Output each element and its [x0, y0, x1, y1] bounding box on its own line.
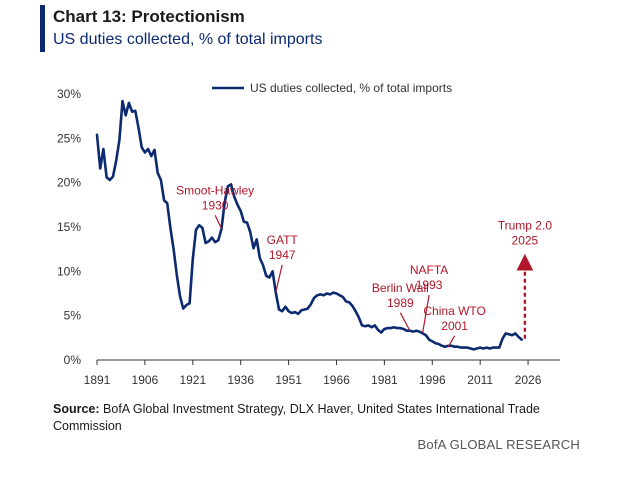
- x-tick-label: 2026: [515, 373, 542, 387]
- annotation-pointer: [399, 312, 411, 332]
- annotation-label: Smoot-Hawley: [176, 183, 254, 197]
- y-tick-label: 25%: [57, 131, 81, 145]
- x-tick-label: 1936: [227, 373, 254, 387]
- annotation-pointer: [447, 335, 456, 348]
- annotation-label: Trump 2.0: [498, 219, 553, 233]
- series-line: [95, 99, 523, 351]
- annotation-pointer: [422, 294, 430, 333]
- line-chart: 0% 5% 10% 15% 20% 25% 30% 1891 1906 1921 1936 1951 1…: [57, 81, 560, 387]
- y-tick-label: 0%: [64, 353, 82, 367]
- annotation-pointer: [275, 264, 283, 292]
- y-tick-label: 10%: [57, 264, 81, 278]
- x-tick-label: 1906: [132, 373, 159, 387]
- legend-label: US duties collected, % of total imports: [250, 81, 452, 95]
- x-tick-label: 1996: [419, 373, 446, 387]
- annotation-label: 1989: [387, 296, 414, 310]
- y-tick-label: 30%: [57, 87, 81, 101]
- chart-subtitle: US duties collected, % of total imports: [53, 31, 323, 48]
- annotation-pointer: [214, 215, 223, 230]
- annotation-label: 1993: [416, 278, 443, 292]
- annotation-label: 1930: [202, 198, 229, 212]
- x-tick-label: 1951: [275, 373, 302, 387]
- x-tick-label: 1981: [371, 373, 398, 387]
- annotation-label: GATT: [267, 233, 299, 247]
- annotation-label: Berlin Wall: [372, 281, 429, 295]
- source-note: Source: BofA Global Investment Strategy,…: [53, 401, 573, 435]
- annotation-label: 2001: [441, 319, 468, 333]
- source-text: BofA Global Investment Strategy, DLX Hav…: [53, 402, 540, 433]
- annotation-label: 2025: [512, 234, 539, 248]
- annotation-label: China WTO: [423, 304, 485, 318]
- x-tick-label: 1921: [179, 373, 206, 387]
- x-tick-label: 1891: [84, 373, 111, 387]
- annotation-label: 1947: [269, 248, 296, 262]
- source-label: Source:: [53, 402, 100, 416]
- y-tick-label: 15%: [57, 220, 81, 234]
- x-tick-label: 2011: [467, 373, 493, 387]
- x-tick-label: 1966: [323, 373, 350, 387]
- annotation-label: NAFTA: [410, 263, 448, 277]
- y-tick-label: 5%: [64, 309, 82, 323]
- brand-footer: BofA GLOBAL RESEARCH: [417, 437, 580, 452]
- title-accent-bar: [40, 5, 45, 52]
- y-tick-label: 20%: [57, 176, 81, 190]
- chart-title: Chart 13: Protectionism: [53, 7, 245, 26]
